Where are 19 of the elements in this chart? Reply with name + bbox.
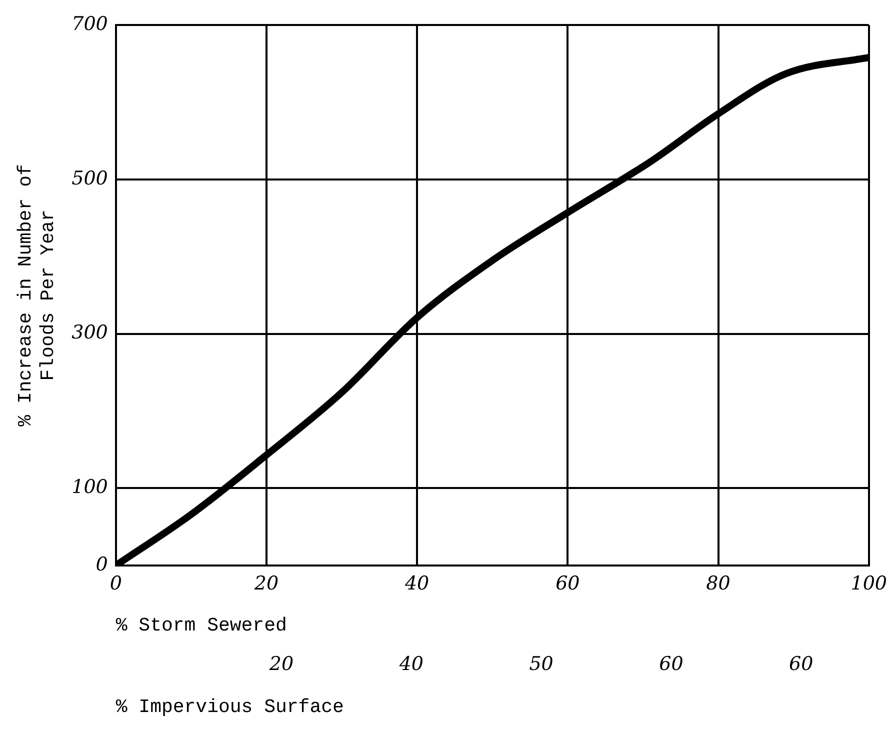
y-tick-label: 500 <box>72 167 108 190</box>
x2-axis-title: % Impervious Surface <box>116 696 344 718</box>
y-axis-title: % Increase in Number of Floods Per Year <box>14 164 60 426</box>
x-tick-label: 40 <box>404 572 430 595</box>
x-tick-label: 0 <box>110 572 122 595</box>
text: 60 <box>789 652 814 675</box>
y-tick-label: 0 <box>96 553 108 576</box>
text: 60 <box>659 652 684 675</box>
text: 50 <box>529 652 554 675</box>
y-tick-label: 100 <box>72 476 108 498</box>
text: 40 <box>398 652 424 675</box>
x-tick-label: 60 <box>556 572 580 595</box>
x-tick-label: 20 <box>253 572 279 595</box>
text: 20 <box>268 652 294 675</box>
x-axis-title: % Storm Sewered <box>116 614 287 637</box>
y-tick-label: 300 <box>72 322 108 344</box>
x-tick-label: 100 <box>850 572 887 595</box>
y-tick-label: 700 <box>72 12 108 35</box>
x-tick-label: 80 <box>706 572 730 595</box>
